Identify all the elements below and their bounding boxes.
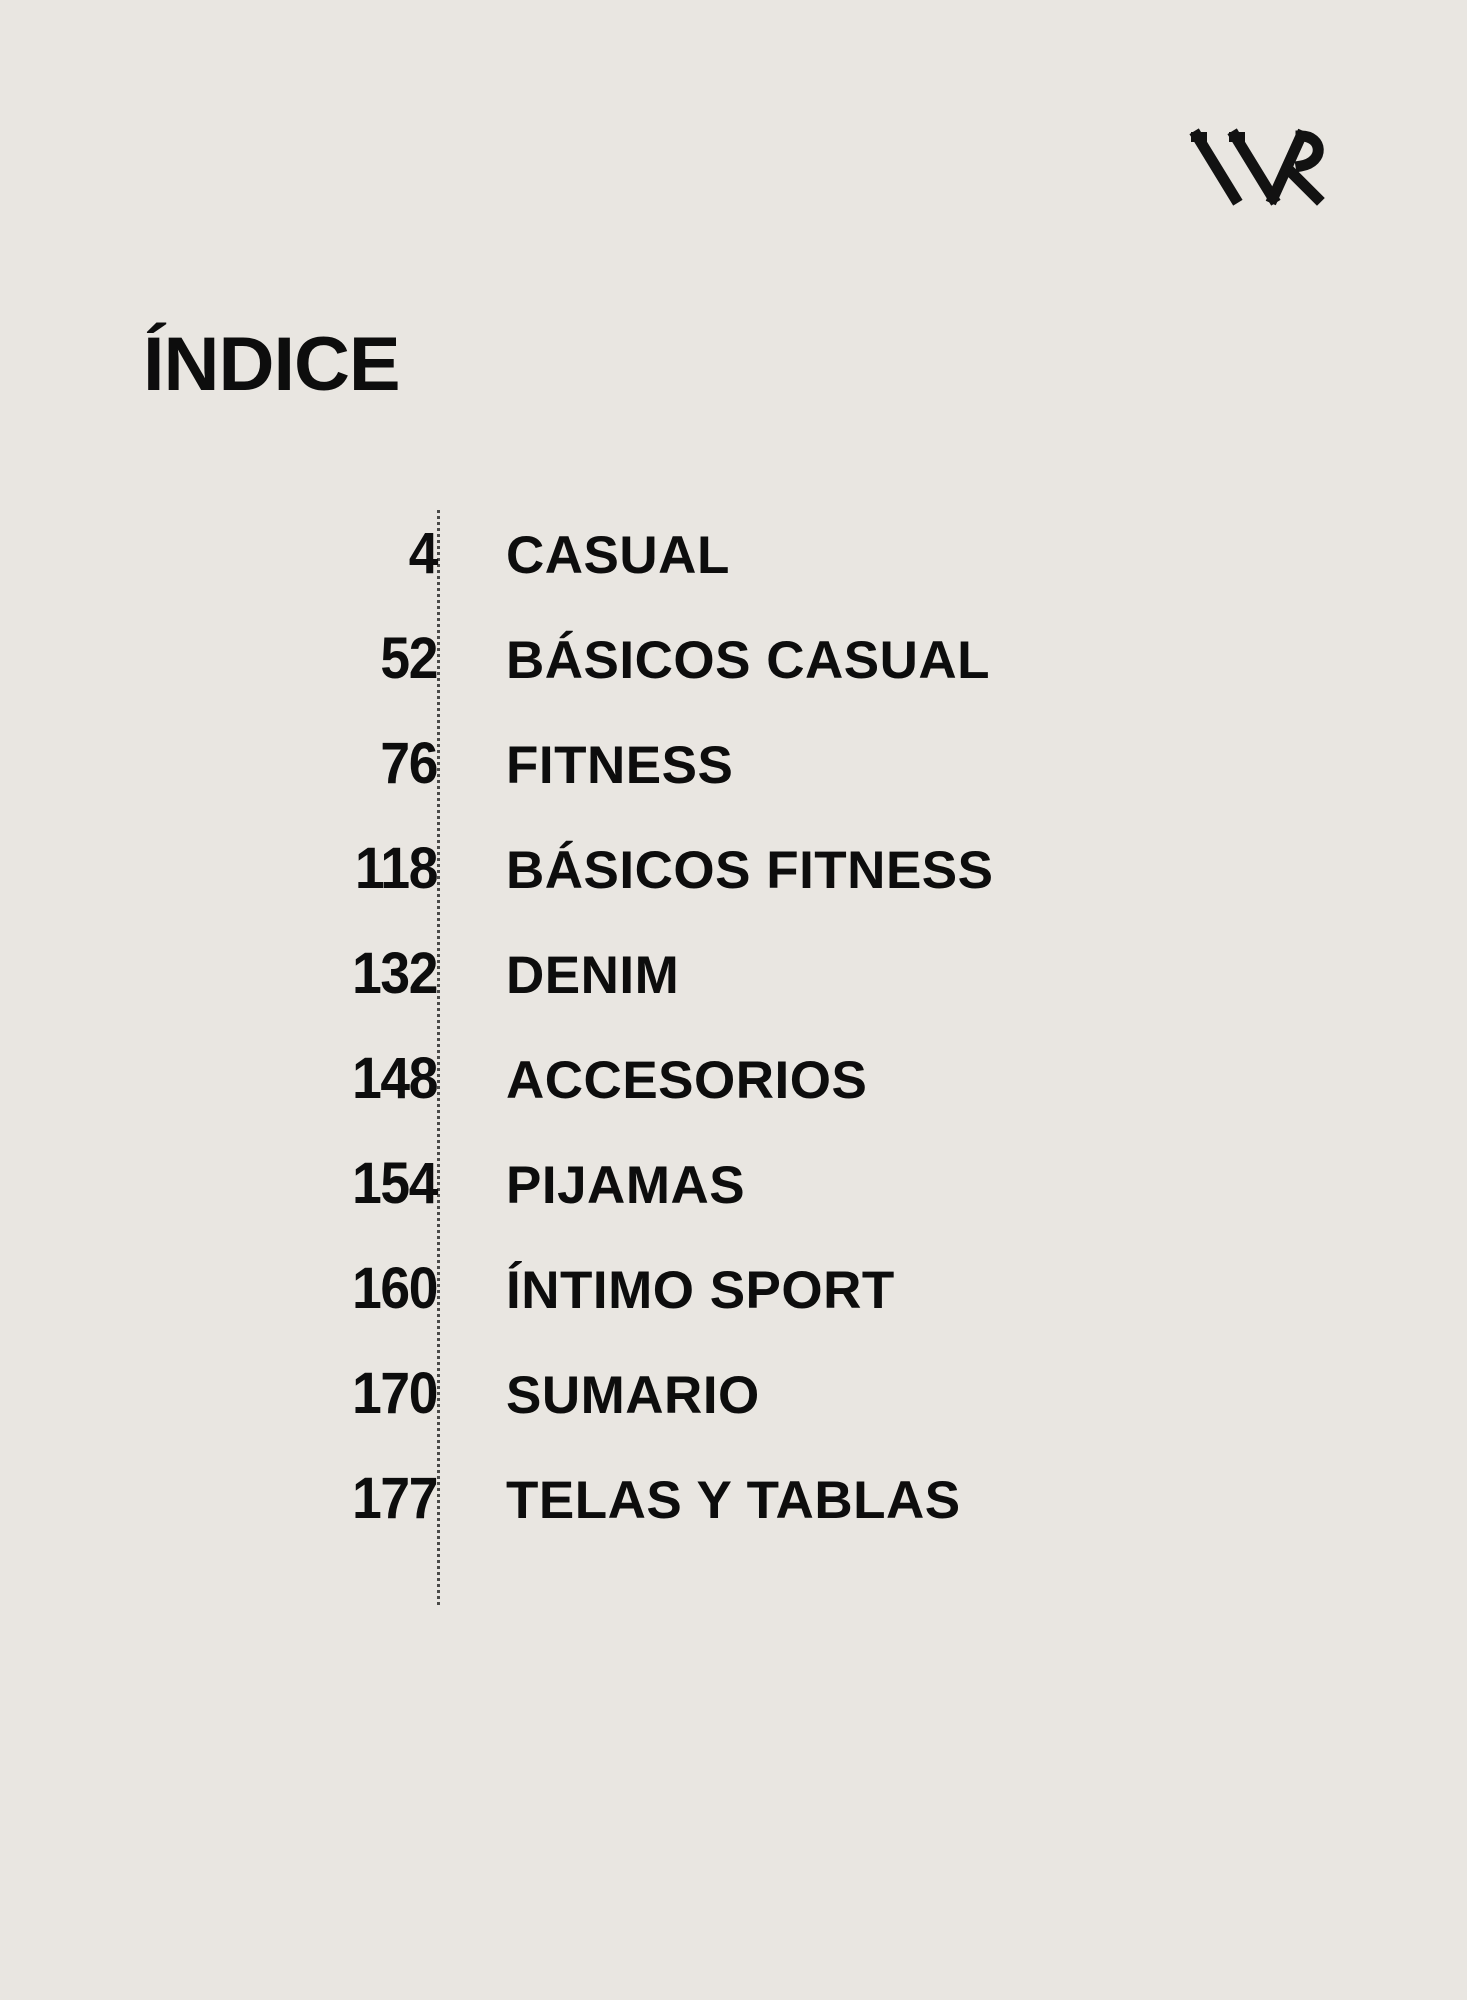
toc-page-number: 160 (352, 1256, 438, 1321)
toc-row[interactable]: 148 ACCESORIOS (180, 1045, 1467, 1150)
toc-section-label: CASUAL (506, 526, 730, 585)
toc-page-number: 148 (352, 1046, 438, 1111)
toc-section-label: TELAS Y TABLAS (506, 1471, 961, 1530)
wr-monogram-icon (1189, 128, 1325, 206)
toc-row[interactable]: 76 FITNESS (180, 730, 1467, 835)
toc-page-number: 4 (408, 521, 439, 586)
table-of-contents: 4 CASUAL 52 BÁSICOS CASUAL 76 FITNESS 11… (0, 510, 1467, 1605)
toc-section-label: BÁSICOS FITNESS (506, 841, 994, 900)
toc-section-label: ÍNTIMO SPORT (506, 1261, 895, 1320)
toc-page-number: 76 (380, 731, 438, 796)
toc-section-label: PIJAMAS (506, 1156, 746, 1215)
brand-logo (1177, 110, 1337, 210)
page-title: ÍNDICE (143, 322, 401, 407)
toc-section-label: ACCESORIOS (506, 1051, 868, 1110)
toc-row[interactable]: 52 BÁSICOS CASUAL (180, 625, 1467, 730)
toc-section-label: DENIM (506, 946, 680, 1005)
toc-page-number: 177 (352, 1466, 438, 1531)
toc-row[interactable]: 4 CASUAL (180, 520, 1467, 625)
toc-row[interactable]: 154 PIJAMAS (180, 1150, 1467, 1255)
toc-section-label: BÁSICOS CASUAL (506, 631, 991, 690)
toc-page-number: 118 (355, 836, 438, 901)
toc-section-label: FITNESS (506, 736, 734, 795)
toc-section-label: SUMARIO (506, 1366, 760, 1425)
toc-page-number: 154 (352, 1151, 438, 1216)
toc-page-number: 132 (352, 941, 438, 1006)
toc-row[interactable]: 160 ÍNTIMO SPORT (180, 1255, 1467, 1360)
toc-page-number: 170 (352, 1361, 438, 1426)
toc-row[interactable]: 177 TELAS Y TABLAS (180, 1465, 1467, 1570)
toc-page-number: 52 (380, 626, 438, 691)
toc-dotted-divider (437, 510, 440, 1605)
toc-row[interactable]: 118 BÁSICOS FITNESS (180, 835, 1467, 940)
toc-row[interactable]: 132 DENIM (180, 940, 1467, 1045)
toc-row[interactable]: 170 SUMARIO (180, 1360, 1467, 1465)
